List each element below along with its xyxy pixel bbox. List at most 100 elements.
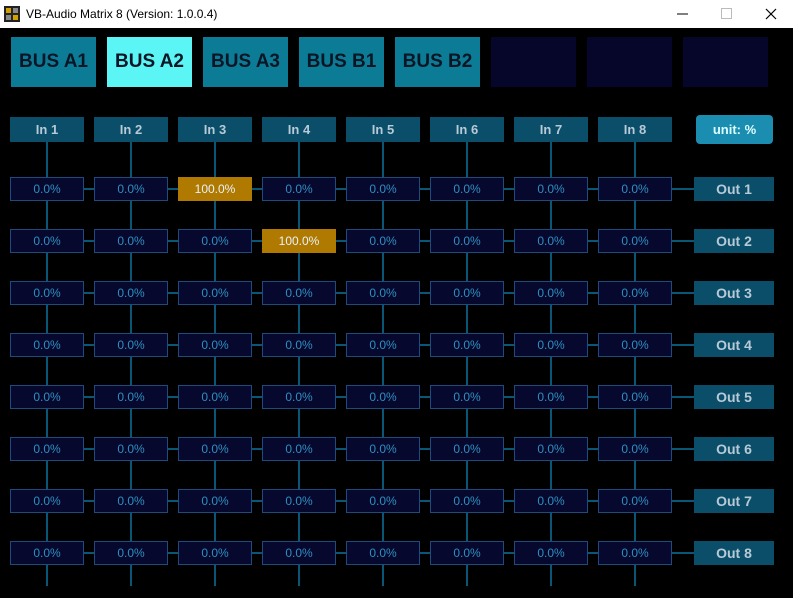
bus-tab[interactable]: BUS A1 — [11, 37, 96, 87]
bus-tab[interactable]: BUS A3 — [203, 37, 288, 87]
input-header: In 4 — [262, 117, 336, 142]
gain-cell[interactable]: 0.0% — [94, 281, 168, 305]
gain-cell[interactable]: 0.0% — [514, 541, 588, 565]
gain-cell[interactable]: 0.0% — [514, 229, 588, 253]
gain-cell[interactable]: 0.0% — [598, 229, 672, 253]
gain-cell[interactable]: 0.0% — [598, 437, 672, 461]
input-header: In 3 — [178, 117, 252, 142]
gain-cell[interactable]: 0.0% — [178, 489, 252, 513]
gain-cell[interactable]: 0.0% — [346, 177, 420, 201]
gain-cell[interactable]: 0.0% — [346, 281, 420, 305]
column-line — [214, 141, 216, 586]
gain-cell[interactable]: 0.0% — [94, 229, 168, 253]
gain-cell[interactable]: 0.0% — [94, 489, 168, 513]
app-icon — [4, 6, 20, 22]
gain-cell[interactable]: 0.0% — [514, 333, 588, 357]
gain-cell[interactable]: 0.0% — [94, 385, 168, 409]
column-line — [298, 141, 300, 586]
window-controls — [677, 8, 777, 20]
gain-cell[interactable]: 0.0% — [346, 229, 420, 253]
gain-cell[interactable]: 0.0% — [430, 385, 504, 409]
gain-cell[interactable]: 0.0% — [430, 437, 504, 461]
maximize-button[interactable] — [721, 8, 732, 19]
gain-cell[interactable]: 0.0% — [10, 281, 84, 305]
column-line — [550, 141, 552, 586]
gain-cell[interactable]: 0.0% — [514, 437, 588, 461]
output-label: Out 1 — [694, 177, 774, 201]
output-label: Out 3 — [694, 281, 774, 305]
output-label: Out 4 — [694, 333, 774, 357]
gain-cell[interactable]: 0.0% — [430, 229, 504, 253]
gain-cell[interactable]: 0.0% — [598, 385, 672, 409]
gain-cell[interactable]: 0.0% — [514, 281, 588, 305]
gain-cell[interactable]: 0.0% — [10, 177, 84, 201]
empty-tab[interactable] — [683, 37, 768, 87]
gain-cell[interactable]: 0.0% — [262, 333, 336, 357]
gain-cell[interactable]: 0.0% — [514, 385, 588, 409]
gain-cell[interactable]: 0.0% — [10, 229, 84, 253]
gain-cell[interactable]: 0.0% — [262, 489, 336, 513]
gain-cell[interactable]: 0.0% — [598, 281, 672, 305]
gain-cell[interactable]: 0.0% — [10, 437, 84, 461]
gain-cell[interactable]: 0.0% — [178, 437, 252, 461]
gain-cell[interactable]: 0.0% — [598, 177, 672, 201]
output-label: Out 8 — [694, 541, 774, 565]
bus-tab[interactable]: BUS B1 — [299, 37, 384, 87]
gain-cell[interactable]: 0.0% — [94, 333, 168, 357]
gain-cell[interactable]: 0.0% — [94, 177, 168, 201]
input-header: In 6 — [430, 117, 504, 142]
input-header: In 2 — [94, 117, 168, 142]
gain-cell[interactable]: 0.0% — [10, 489, 84, 513]
gain-cell[interactable]: 0.0% — [262, 437, 336, 461]
gain-cell[interactable]: 0.0% — [346, 385, 420, 409]
input-header: In 1 — [10, 117, 84, 142]
gain-cell[interactable]: 0.0% — [262, 385, 336, 409]
gain-cell[interactable]: 0.0% — [346, 489, 420, 513]
gain-cell[interactable]: 0.0% — [262, 541, 336, 565]
gain-cell[interactable]: 0.0% — [262, 281, 336, 305]
input-header: In 8 — [598, 117, 672, 142]
gain-cell[interactable]: 100.0% — [178, 177, 252, 201]
gain-cell[interactable]: 0.0% — [430, 177, 504, 201]
column-line — [466, 141, 468, 586]
gain-cell[interactable]: 0.0% — [430, 541, 504, 565]
gain-cell[interactable]: 0.0% — [430, 333, 504, 357]
close-button[interactable] — [765, 8, 777, 20]
bus-tab[interactable]: BUS A2 — [107, 37, 192, 87]
gain-cell[interactable]: 0.0% — [94, 437, 168, 461]
gain-cell[interactable]: 0.0% — [598, 489, 672, 513]
gain-cell[interactable]: 0.0% — [178, 333, 252, 357]
gain-cell[interactable]: 0.0% — [598, 541, 672, 565]
gain-cell[interactable]: 0.0% — [178, 281, 252, 305]
gain-cell[interactable]: 0.0% — [94, 541, 168, 565]
gain-cell[interactable]: 0.0% — [10, 385, 84, 409]
input-header: In 7 — [514, 117, 588, 142]
input-header: In 5 — [346, 117, 420, 142]
column-line — [130, 141, 132, 586]
unit-button[interactable]: unit: % — [696, 115, 773, 144]
gain-cell[interactable]: 0.0% — [430, 489, 504, 513]
gain-cell[interactable]: 0.0% — [598, 333, 672, 357]
gain-cell[interactable]: 0.0% — [178, 229, 252, 253]
gain-cell[interactable]: 0.0% — [514, 489, 588, 513]
gain-cell[interactable]: 0.0% — [10, 541, 84, 565]
gain-cell[interactable]: 0.0% — [346, 541, 420, 565]
gain-cell[interactable]: 100.0% — [262, 229, 336, 253]
gain-cell[interactable]: 0.0% — [346, 333, 420, 357]
gain-cell[interactable]: 0.0% — [178, 385, 252, 409]
gain-cell[interactable]: 0.0% — [10, 333, 84, 357]
empty-tab[interactable] — [491, 37, 576, 87]
column-line — [634, 141, 636, 586]
empty-tab[interactable] — [587, 37, 672, 87]
output-label: Out 7 — [694, 489, 774, 513]
output-label: Out 6 — [694, 437, 774, 461]
gain-cell[interactable]: 0.0% — [430, 281, 504, 305]
window-title: VB-Audio Matrix 8 (Version: 1.0.0.4) — [26, 7, 218, 21]
gain-cell[interactable]: 0.0% — [178, 541, 252, 565]
title-bar: VB-Audio Matrix 8 (Version: 1.0.0.4) — [0, 0, 793, 28]
bus-tab[interactable]: BUS B2 — [395, 37, 480, 87]
gain-cell[interactable]: 0.0% — [346, 437, 420, 461]
gain-cell[interactable]: 0.0% — [262, 177, 336, 201]
gain-cell[interactable]: 0.0% — [514, 177, 588, 201]
